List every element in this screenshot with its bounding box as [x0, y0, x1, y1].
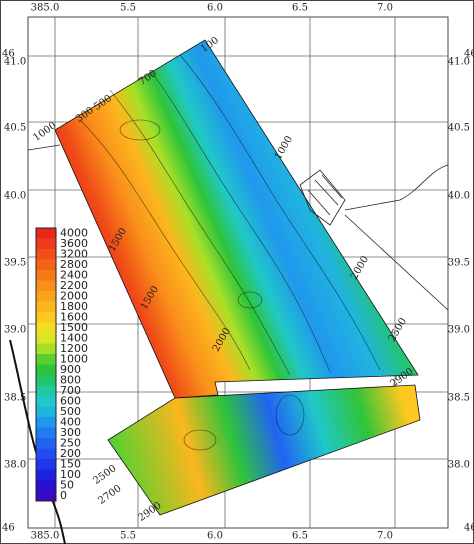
- legend-label: 50: [60, 478, 74, 491]
- legend-swatch: [36, 238, 56, 249]
- legend-label: 500: [60, 405, 81, 418]
- legend-swatch: [36, 322, 56, 333]
- legend-label: 1800: [60, 300, 88, 313]
- y-label-right: 41.0: [448, 57, 470, 68]
- y-label-left: 39.5: [4, 258, 26, 269]
- x-label-bottom: 385.0: [31, 531, 60, 542]
- legend-swatch: [36, 427, 56, 438]
- corner-label: 46: [2, 523, 15, 534]
- y-label-right: 38.5: [448, 393, 470, 404]
- legend-swatch: [36, 280, 56, 291]
- legend-label: 2400: [60, 268, 88, 281]
- x-label-bottom: 5.5: [120, 531, 136, 542]
- legend-swatch: [36, 406, 56, 417]
- legend-label: 2000: [60, 289, 88, 302]
- legend-label: 400: [60, 415, 81, 428]
- legend-label: 1000: [60, 352, 88, 365]
- y-label-right: 40.5: [448, 123, 470, 134]
- legend-swatch: [36, 469, 56, 480]
- legend-label: 3200: [60, 247, 88, 260]
- legend-label: 900: [60, 363, 81, 376]
- x-label-top: 5.5: [120, 3, 136, 14]
- legend-label: 300: [60, 426, 81, 439]
- legend-swatch: [36, 354, 56, 365]
- corner-label: 46: [464, 523, 474, 534]
- corner-label: 46: [2, 49, 15, 60]
- legend-swatch: [36, 438, 56, 449]
- y-label-left: 40.0: [4, 191, 26, 202]
- legend-label: 100: [60, 468, 81, 481]
- x-label-bottom: 6.0: [207, 531, 223, 542]
- y-label-left: 38.5: [4, 393, 26, 404]
- y-label-right: 40.0: [448, 191, 470, 202]
- inner-frame: [27, 16, 449, 529]
- x-label-bottom: 6.5: [292, 531, 308, 542]
- legend-label: 1600: [60, 310, 88, 323]
- labels: 385.0 385.0 5.5 5.5 6.0 6.0 6.5 6.5 7.0 7.0 41.0 41…: [2, 3, 474, 542]
- legend-swatch: [36, 396, 56, 407]
- boundary-lines: [27, 144, 449, 311]
- y-label-left: 38.0: [4, 460, 26, 471]
- legend-swatch: [36, 249, 56, 260]
- legend-swatch: [36, 417, 56, 428]
- legend-label: 1400: [60, 331, 88, 344]
- legend-label: 2800: [60, 258, 88, 271]
- legend-swatch: [36, 301, 56, 312]
- survey-area-south: [107, 384, 421, 516]
- legend-label: 800: [60, 373, 81, 386]
- legend-label: 600: [60, 394, 81, 407]
- legend-label: 2200: [60, 279, 88, 292]
- legend-swatch: [36, 459, 56, 470]
- legend-swatch: [36, 364, 56, 375]
- x-label-top: 385.0: [31, 3, 60, 14]
- legend-label: 1500: [60, 321, 88, 334]
- legend-frame: [35, 227, 57, 502]
- legend-swatch: [36, 490, 56, 501]
- legend-swatch: [36, 291, 56, 302]
- legend-label: 200: [60, 447, 81, 460]
- x-label-top: 6.5: [292, 3, 308, 14]
- legend-swatch: [36, 312, 56, 323]
- y-label-right: 39.0: [448, 325, 470, 336]
- x-label-top: 7.0: [377, 3, 393, 14]
- legend-label: 250: [60, 436, 81, 449]
- legend-label: 4000: [60, 226, 88, 239]
- y-label-left: 39.0: [4, 325, 26, 336]
- legend-label: 0: [60, 489, 67, 502]
- y-label-right: 39.5: [448, 258, 470, 269]
- island: [299, 169, 346, 226]
- corner-label: 46: [464, 49, 474, 60]
- legend-swatch: [36, 343, 56, 354]
- legend-swatch: [36, 228, 56, 239]
- y-label-left: 40.5: [4, 123, 26, 134]
- legend-swatch: [36, 480, 56, 491]
- legend-label: 700: [60, 384, 81, 397]
- x-label-top: 6.0: [207, 3, 223, 14]
- legend-label: 150: [60, 457, 81, 470]
- y-label-right: 38.0: [448, 460, 470, 471]
- legend-swatch: [36, 385, 56, 396]
- x-label-bottom: 7.0: [377, 531, 393, 542]
- y-label-left: 41.0: [4, 57, 26, 68]
- legend-swatch: [36, 259, 56, 270]
- legend-label: 3600: [60, 237, 88, 250]
- contour-lines: [79, 54, 381, 451]
- legend-label: 1200: [60, 342, 88, 355]
- legend-swatch: [36, 333, 56, 344]
- legend-swatch: [36, 375, 56, 386]
- legend: 4000360032002800240022002000180016001500…: [35, 226, 88, 502]
- legend-swatch: [36, 448, 56, 459]
- legend-swatch: [36, 270, 56, 281]
